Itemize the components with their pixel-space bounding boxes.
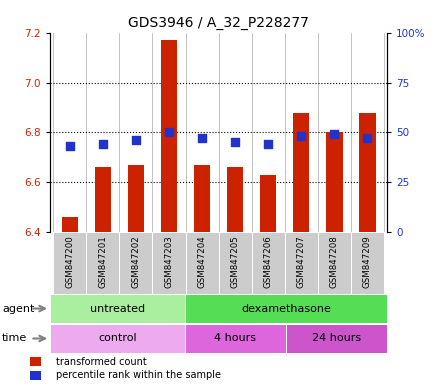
Text: GSM847205: GSM847205 xyxy=(230,235,239,288)
Bar xyxy=(350,232,383,294)
Bar xyxy=(259,175,276,232)
Title: GDS3946 / A_32_P228277: GDS3946 / A_32_P228277 xyxy=(128,16,308,30)
Point xyxy=(198,136,205,142)
Text: GSM847207: GSM847207 xyxy=(296,235,305,288)
Bar xyxy=(50,294,184,323)
Text: control: control xyxy=(98,333,136,344)
Bar xyxy=(62,217,78,232)
Point xyxy=(132,137,139,144)
Point xyxy=(363,136,370,142)
Point xyxy=(165,129,172,136)
Text: percentile rank within the sample: percentile rank within the sample xyxy=(56,370,220,381)
Text: GSM847203: GSM847203 xyxy=(164,235,173,288)
Text: GSM847206: GSM847206 xyxy=(263,235,272,288)
Bar xyxy=(317,232,350,294)
Bar xyxy=(292,113,309,232)
Bar xyxy=(184,294,386,323)
Text: untreated: untreated xyxy=(90,303,145,314)
Bar xyxy=(325,132,342,232)
Text: GSM847200: GSM847200 xyxy=(65,235,74,288)
Bar xyxy=(218,232,251,294)
Point xyxy=(297,133,304,139)
Bar xyxy=(128,165,144,232)
Bar xyxy=(226,167,243,232)
Bar xyxy=(53,232,86,294)
Text: transformed count: transformed count xyxy=(56,357,146,367)
Bar xyxy=(184,324,286,353)
Bar xyxy=(152,232,185,294)
Text: GSM847209: GSM847209 xyxy=(362,235,371,288)
Bar xyxy=(251,232,284,294)
Bar xyxy=(86,232,119,294)
Point xyxy=(231,139,238,146)
Bar xyxy=(30,371,40,380)
Text: time: time xyxy=(2,333,27,344)
Text: 24 hours: 24 hours xyxy=(311,333,360,344)
Bar xyxy=(95,167,111,232)
Point xyxy=(99,141,106,147)
Bar xyxy=(284,232,317,294)
Point xyxy=(264,141,271,147)
Text: agent: agent xyxy=(2,303,34,314)
Bar xyxy=(161,40,177,232)
Text: 4 hours: 4 hours xyxy=(214,333,256,344)
Bar xyxy=(50,324,184,353)
Bar xyxy=(358,113,375,232)
Text: GSM847208: GSM847208 xyxy=(329,235,338,288)
Bar xyxy=(30,357,40,366)
Text: dexamethasone: dexamethasone xyxy=(240,303,330,314)
Bar xyxy=(185,232,218,294)
Bar xyxy=(194,165,210,232)
Bar xyxy=(119,232,152,294)
Bar xyxy=(286,324,386,353)
Point xyxy=(330,131,337,137)
Text: GSM847202: GSM847202 xyxy=(131,235,140,288)
Text: GSM847201: GSM847201 xyxy=(98,235,107,288)
Point xyxy=(66,143,73,149)
Text: GSM847204: GSM847204 xyxy=(197,235,206,288)
